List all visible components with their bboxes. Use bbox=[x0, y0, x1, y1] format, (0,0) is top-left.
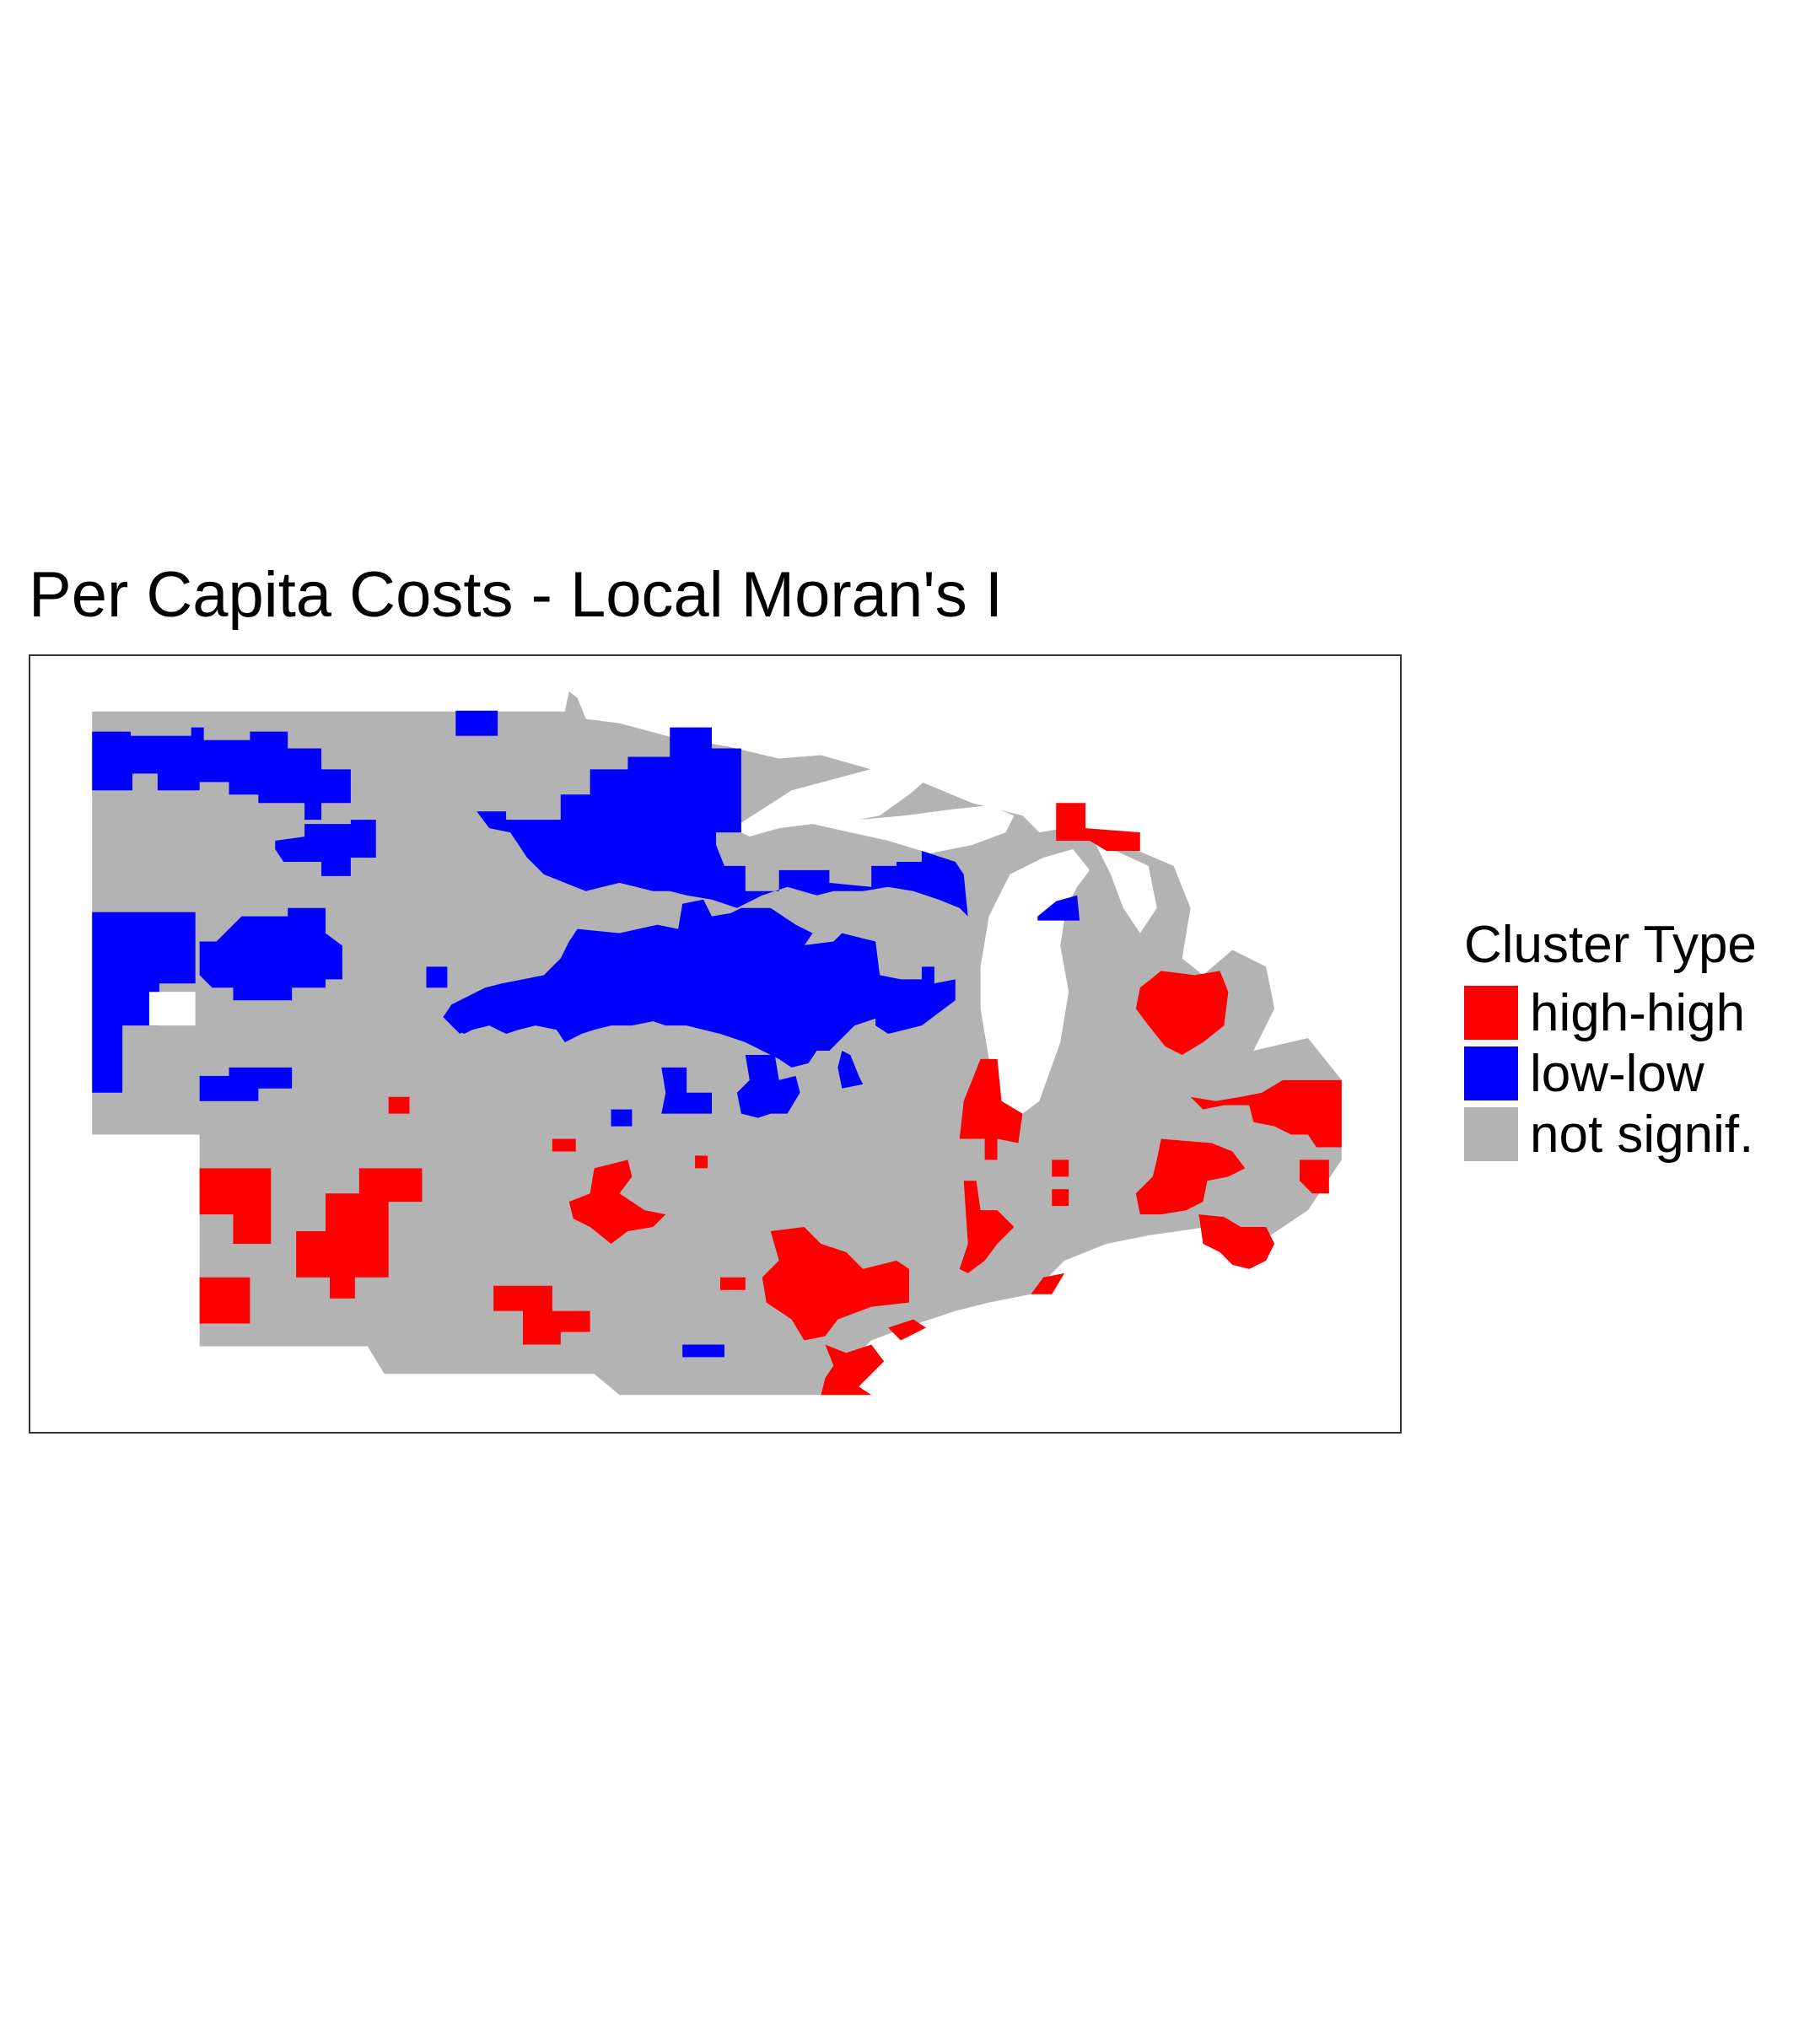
lake-superior bbox=[732, 752, 1015, 853]
legend-item-not-signif: not signif. bbox=[1464, 1105, 1757, 1164]
lake-huron-edge bbox=[1094, 841, 1157, 933]
choropleth-map bbox=[92, 691, 1342, 1396]
legend-title: Cluster Type bbox=[1464, 916, 1757, 974]
map-panel bbox=[29, 654, 1402, 1434]
legend-label-not-signif: not signif. bbox=[1530, 1105, 1754, 1164]
legend: Cluster Type high-high low-low not signi… bbox=[1464, 919, 1757, 1167]
legend-item-low-low: low-low bbox=[1464, 1044, 1757, 1103]
legend-swatch-not-signif bbox=[1464, 1107, 1518, 1161]
legend-label-low-low: low-low bbox=[1530, 1044, 1704, 1103]
region-high-high bbox=[199, 803, 1342, 1396]
legend-swatch-high-high bbox=[1464, 986, 1518, 1040]
map-title: Per Capita Costs - Local Moran's I bbox=[29, 559, 1003, 631]
region-low-low bbox=[92, 710, 1080, 1358]
region-no-data bbox=[148, 992, 196, 1026]
legend-item-high-high: high-high bbox=[1464, 983, 1757, 1042]
legend-swatch-low-low bbox=[1464, 1046, 1518, 1100]
legend-label-high-high: high-high bbox=[1530, 983, 1746, 1042]
